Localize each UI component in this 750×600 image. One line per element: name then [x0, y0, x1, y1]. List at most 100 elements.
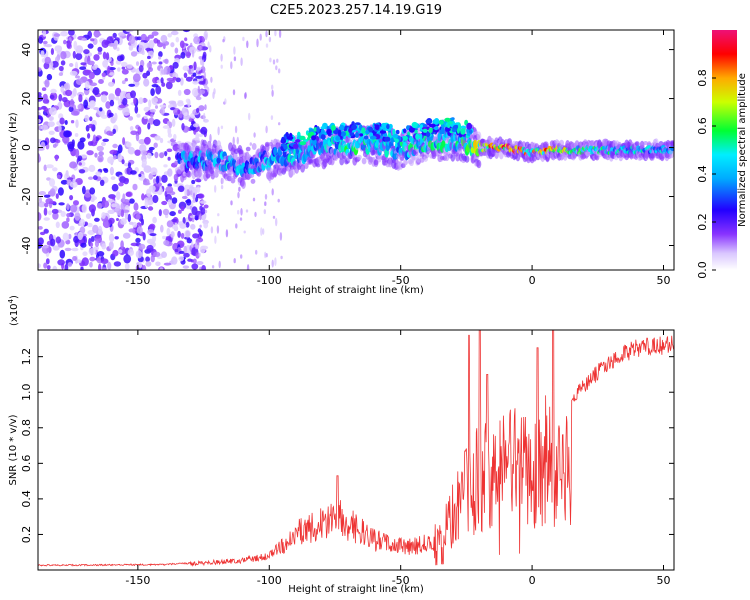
spectrogram-cell — [90, 38, 95, 42]
spectrogram-cell — [230, 61, 233, 70]
snr-x-label: Height of straight line (km) — [288, 584, 424, 595]
colorbar: 0.0 0.2 0.4 0.6 0.8 Normalized spectral ampl… — [696, 30, 748, 279]
spectrogram-cell — [41, 87, 47, 91]
spectrogram-y-label: Frequency (Hz) — [8, 112, 19, 188]
spectrogram-cell — [206, 140, 212, 151]
spectrogram-cell — [41, 245, 49, 249]
spectrogram-cell — [48, 107, 57, 116]
spectrogram-cell — [144, 136, 151, 145]
spectrogram-cell — [242, 36, 245, 42]
spectrogram-cell — [256, 38, 259, 48]
spectrogram-cell — [192, 195, 195, 200]
spectrogram-cell — [147, 34, 155, 39]
spectrogram-cell — [133, 97, 137, 105]
spectrogram-cell — [271, 259, 274, 268]
spectrogram-cell — [116, 55, 124, 62]
spectrogram-cell — [196, 261, 204, 265]
spectrogram-cell — [250, 178, 256, 184]
spectrogram-cell — [68, 30, 75, 36]
snr-y-label: SNR (10 * v/v) — [8, 414, 19, 485]
spectrogram-cell — [374, 124, 380, 131]
spectrogram-cell — [154, 151, 159, 159]
spectrogram-cell — [110, 61, 114, 66]
spectrogram-cell — [100, 258, 109, 265]
spectrogram-cell — [138, 44, 145, 54]
spectrogram-cell — [135, 81, 140, 86]
spectrogram-cell — [157, 42, 164, 48]
spectrogram-cell — [95, 171, 102, 176]
spectrogram-cell — [44, 79, 50, 88]
spectrogram-cell — [112, 128, 116, 134]
spectrogram-cell — [428, 127, 433, 133]
spectrogram-cell — [87, 222, 93, 228]
spectrogram-cell — [178, 201, 187, 210]
spectrogram-cell — [265, 125, 268, 134]
spectrogram-cell — [81, 257, 89, 266]
spectrogram-cell — [476, 131, 482, 141]
spectrogram-cell — [125, 30, 134, 33]
spectrogram-cell — [218, 260, 221, 269]
spectrogram-cell — [58, 202, 65, 206]
spectrogram-cell — [135, 213, 141, 220]
spectrogram-cell — [109, 72, 115, 76]
spectrogram-cell — [241, 180, 246, 189]
spectrogram-cell — [60, 179, 68, 185]
spectrogram-cell — [308, 159, 314, 164]
spectrogram-cell — [149, 223, 156, 230]
spectrogram-cell — [395, 129, 400, 135]
spectrogram-cell — [170, 30, 179, 36]
spectrogram-cell — [121, 80, 126, 85]
spectrogram-cell — [150, 167, 158, 176]
spectrogram-cell — [285, 132, 289, 137]
snr-panel: -150 -100 -50 0 50 0.2 0.4 0.6 0.8 1.0 1.2 Height… — [7, 295, 675, 595]
colorbar-tick-label: 0.6 — [696, 117, 709, 135]
spectrogram-cell — [59, 249, 66, 259]
spectrogram-cell — [54, 45, 63, 52]
spectrogram-cell — [272, 59, 276, 65]
spectrogram-cell — [38, 263, 41, 269]
spectrogram-cell — [274, 257, 277, 266]
spectrogram-cell — [112, 42, 118, 50]
spectrogram-cell — [159, 267, 164, 270]
spectrogram-cell — [127, 248, 134, 256]
spectrogram-cell — [69, 63, 74, 67]
spectrogram-cell — [177, 221, 184, 226]
spectrogram-cell — [109, 99, 115, 107]
spectrogram-cell — [220, 125, 224, 130]
spectrogram-cell — [192, 80, 199, 85]
y-tick-label: 0.4 — [20, 490, 33, 508]
spectrogram-cell — [252, 197, 256, 202]
spectrogram-cell — [232, 136, 235, 145]
spectrogram-cell — [348, 127, 353, 133]
spectrogram-cell — [181, 123, 185, 131]
spectrogram-cell — [141, 218, 144, 226]
spectrogram-cell — [65, 170, 69, 177]
spectrogram-cell — [422, 128, 428, 133]
spectrogram-cell — [209, 45, 212, 53]
spectrogram-cell — [92, 89, 99, 94]
spectrogram-cell — [114, 87, 122, 97]
spectrogram-cell — [128, 83, 136, 87]
spectrogram-cell — [55, 139, 61, 144]
spectrogram-cell — [107, 156, 115, 164]
spectrogram-cell — [42, 30, 47, 37]
y-tick-label: -20 — [20, 188, 33, 206]
spectrogram-cell — [277, 198, 280, 203]
spectrogram-cell — [148, 117, 155, 125]
spectrogram-cell — [68, 233, 72, 240]
spectrogram-cell — [194, 178, 202, 183]
spectrogram-cell — [270, 115, 274, 120]
spectrogram-cell — [216, 225, 220, 234]
spectrogram-cell — [200, 146, 206, 154]
spectrogram-cell — [143, 78, 150, 87]
spectrogram-cell — [467, 132, 471, 136]
spectrogram-cell — [240, 208, 243, 216]
spectrogram-cell — [203, 221, 209, 229]
spectrogram-cell — [135, 132, 140, 142]
spectrogram-cell — [69, 70, 78, 76]
spectrogram-cell — [234, 125, 238, 134]
spectrogram-cell — [203, 71, 207, 80]
spectrogram-cell — [446, 128, 451, 132]
x-tick-label: 50 — [656, 574, 670, 587]
spectrogram-cell — [439, 129, 445, 135]
